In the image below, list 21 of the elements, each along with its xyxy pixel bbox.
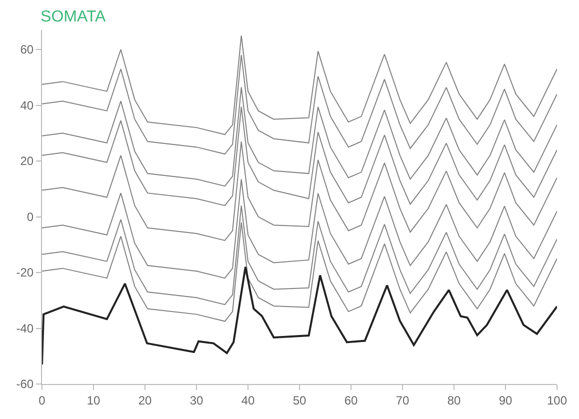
y-tick-label: -40 bbox=[16, 321, 34, 336]
x-tick-label: 90 bbox=[498, 393, 512, 408]
x-tick-label: 40 bbox=[241, 393, 255, 408]
x-tick-label: 100 bbox=[546, 393, 568, 408]
y-tick-label: 0 bbox=[26, 210, 34, 224]
y-tick-label: 40 bbox=[20, 98, 34, 112]
x-tick-label: 60 bbox=[344, 393, 358, 408]
line-series bbox=[42, 266, 557, 366]
line-series bbox=[42, 141, 557, 241]
x-tick-label: 50 bbox=[292, 393, 306, 408]
x-tick-label: 30 bbox=[190, 393, 204, 408]
y-tick-label: -20 bbox=[16, 266, 34, 280]
x-tick-label: 20 bbox=[138, 393, 152, 408]
y-tick-label: -60 bbox=[16, 377, 34, 392]
y-tick-label: 20 bbox=[20, 154, 34, 168]
x-tick-label: 10 bbox=[86, 393, 100, 408]
x-tick-label: 80 bbox=[447, 393, 461, 408]
x-tick-label: 0 bbox=[38, 393, 46, 408]
x-tick-label: 70 bbox=[396, 393, 410, 408]
y-tick-label: 60 bbox=[20, 42, 34, 57]
chart-title: SOMATA bbox=[40, 8, 106, 26]
